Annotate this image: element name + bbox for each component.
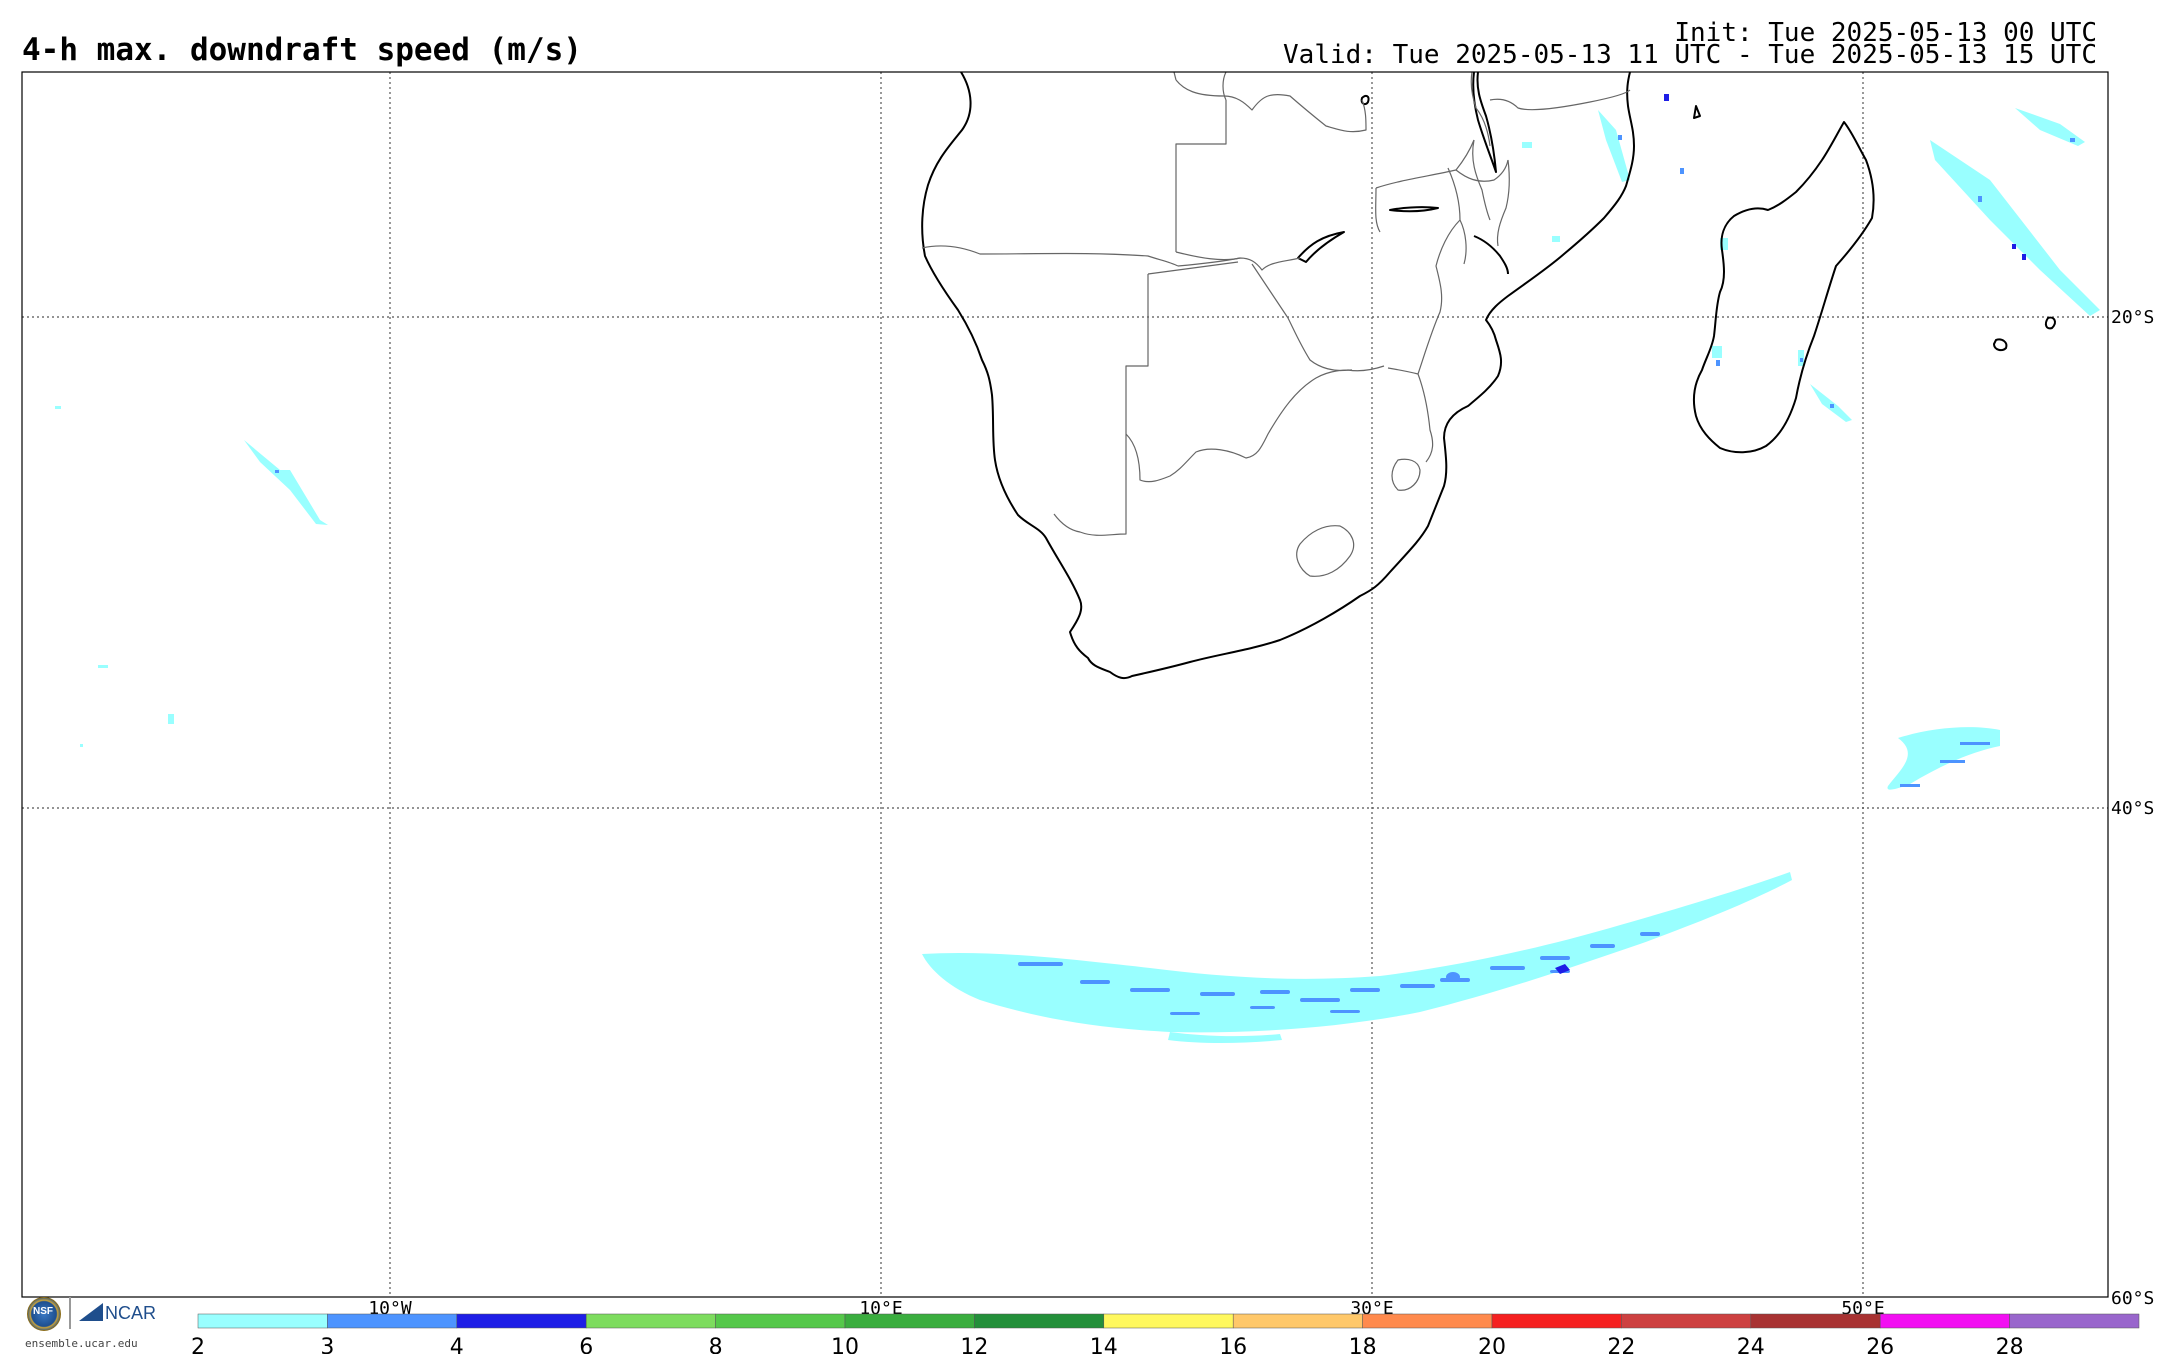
colorbar-swatch: [1491, 1313, 1622, 1329]
colorbar-label: 18: [1349, 1335, 1377, 1354]
colorbar-label: 14: [1090, 1335, 1118, 1354]
colorbar-label: 6: [579, 1335, 593, 1354]
lake-cahora-bassa: [1389, 206, 1439, 213]
east-patch-40s: [1887, 727, 2000, 790]
mauritius: [2044, 316, 2056, 330]
colorbar-swatch: [197, 1313, 328, 1329]
colorbar-label: 20: [1478, 1335, 1506, 1354]
valid-time: Valid: Tue 2025-05-13 11 UTC - Tue 2025-…: [1283, 40, 2097, 70]
colorbar-swatch: [327, 1313, 458, 1329]
colorbar-swatch: [585, 1313, 716, 1329]
lake-fragment: [1360, 94, 1370, 106]
colorbar-swatch: [715, 1313, 846, 1329]
country-borders: [921, 72, 1631, 577]
southern-band-streaks: [1018, 932, 1660, 1015]
logo-url: ensemble.ucar.edu: [25, 1337, 138, 1350]
logo-divider: [69, 1297, 71, 1329]
lesotho-border: [1296, 525, 1355, 577]
lat-label-20s: 20°S: [2111, 307, 2154, 328]
colorbar-swatch: [1879, 1313, 2010, 1329]
colorbar-swatch: [1621, 1313, 1752, 1329]
eswatini-border: [1391, 458, 1421, 491]
colorbar-swatch: [1232, 1313, 1363, 1329]
colorbar-label: 26: [1866, 1335, 1894, 1354]
colorbar-label: 10: [831, 1335, 859, 1354]
colorbar-swatch: [1103, 1313, 1234, 1329]
colorbar-label: 12: [960, 1335, 988, 1354]
ncar-logo-text: NCAR: [105, 1303, 157, 1323]
colorbar-label: 16: [1219, 1335, 1247, 1354]
colorbar-swatch: [1362, 1313, 1493, 1329]
africa-coastline: [921, 72, 1635, 680]
colorbar-swatch: [2009, 1313, 2140, 1329]
colorbar-swatch: [456, 1313, 587, 1329]
run-info: Init: Tue 2025-05-13 00 UTC Valid: Tue 2…: [1283, 18, 2097, 70]
graticule: [22, 72, 2108, 1297]
east-africa-patches: [1522, 94, 1852, 422]
comoros: [1693, 105, 1701, 119]
colorbar-label: 3: [320, 1335, 334, 1354]
init-time: Init: Tue 2025-05-13 00 UTC: [1674, 18, 2097, 48]
colorbar-label: 24: [1737, 1335, 1765, 1354]
colorbar-label: 8: [709, 1335, 723, 1354]
colorbar-swatch: [1750, 1313, 1881, 1329]
colorbar-label: 22: [1607, 1335, 1635, 1354]
lake-kariba: [1297, 231, 1345, 263]
ncar-logo-icon: [79, 1303, 103, 1321]
southern-band-light: [922, 872, 1792, 1033]
lat-label-40s: 40°S: [2111, 798, 2154, 819]
colorbar-label: 2: [191, 1335, 205, 1354]
west-ocean-patches: [55, 406, 328, 747]
lat-labels: 20°S 40°S 60°S: [2111, 307, 2154, 1309]
madagascar: [1693, 105, 2056, 454]
downdraft-shading: [55, 94, 2100, 1043]
map-frame: [21, 71, 2109, 1298]
lat-label-60s: 60°S: [2111, 1288, 2154, 1309]
logo-area: NSF NCAR ensemble.ucar.edu: [25, 1297, 160, 1351]
colorbar-swatch: [844, 1313, 975, 1329]
colorbar-label: 28: [1996, 1335, 2024, 1354]
ne-ocean-patches: [1930, 108, 2100, 316]
map-title: 4-h max. downdraft speed (m/s): [22, 32, 582, 68]
colorbar: 2 3 4 6 8 10 12 14 16 18 20 22 24 26 28: [191, 1313, 2140, 1354]
southern-band-dark: [1555, 964, 1570, 974]
colorbar-swatch: [974, 1313, 1105, 1329]
colorbar-label: 4: [450, 1335, 464, 1354]
southern-band-fringe: [1168, 1032, 1282, 1043]
nsf-logo: NSF: [27, 1297, 61, 1331]
reunion: [1993, 338, 2008, 352]
